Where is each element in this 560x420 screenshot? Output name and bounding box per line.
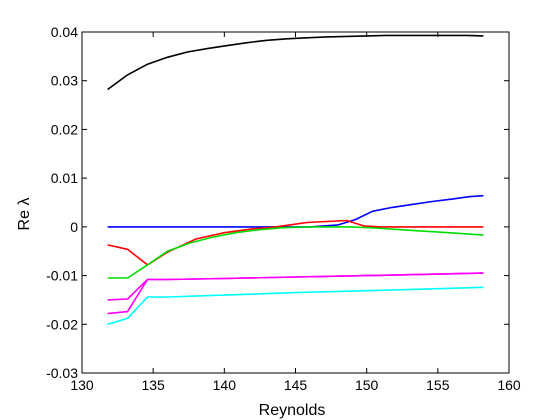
- series-layer: [107, 34, 484, 326]
- y-tick-label: 0: [70, 219, 78, 235]
- y-tick-label: -0.02: [46, 316, 78, 332]
- y-tick-label: -0.03: [46, 365, 78, 381]
- x-tick-label: 130: [70, 377, 94, 393]
- series-line-2: [107, 194, 484, 228]
- y-tick-label: 0.01: [51, 170, 78, 186]
- x-axis-ticks: 130 135 140 145 150 155 160: [70, 32, 521, 393]
- x-tick-label: 140: [213, 377, 237, 393]
- y-axis-ticks: -0.03 -0.02 -0.01 0 0.01 0.02 0.03 0.04: [46, 24, 509, 381]
- series-line-6: [107, 272, 484, 315]
- x-axis-title: Reynolds: [259, 402, 326, 419]
- x-tick-label: 135: [141, 377, 165, 393]
- x-tick-label: 145: [284, 377, 308, 393]
- y-tick-label: -0.01: [46, 268, 78, 284]
- x-tick-label: 155: [426, 377, 450, 393]
- series-line-4: [107, 226, 484, 279]
- plot-area: [81, 31, 510, 374]
- x-tick-label: 150: [355, 377, 379, 393]
- y-tick-label: 0.02: [51, 121, 78, 137]
- x-tick-label: 160: [497, 377, 521, 393]
- y-tick-label: 0.03: [51, 73, 78, 89]
- y-axis-title: Re λ: [16, 198, 33, 231]
- series-line-1: [107, 34, 484, 91]
- y-tick-label: 0.04: [51, 24, 78, 40]
- series-line-7: [107, 286, 484, 326]
